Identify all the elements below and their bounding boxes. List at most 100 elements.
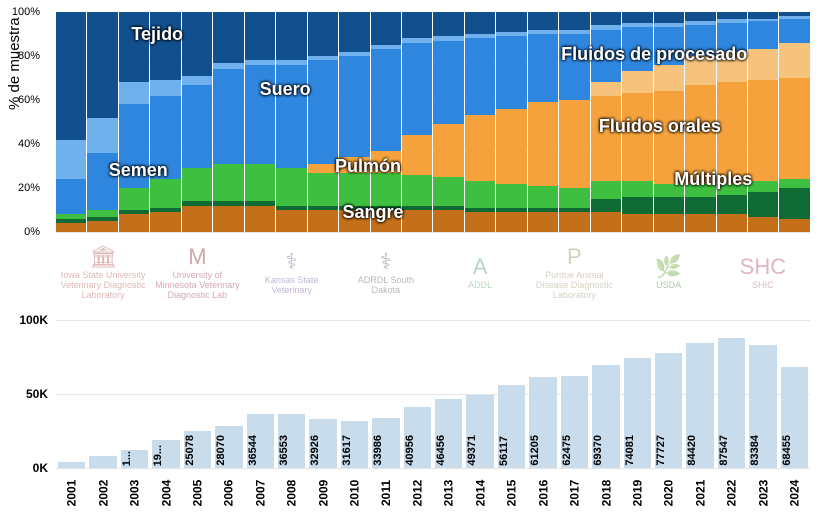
logo-caption: SHIC: [720, 281, 806, 291]
segment-sangre: [748, 217, 778, 232]
stacked-y-tick: 100%: [0, 6, 40, 18]
totals-x-label: 2017: [567, 480, 581, 507]
segment-pulmon: [528, 186, 558, 208]
totals-bar: 36544: [247, 414, 274, 468]
segment-suero: [654, 27, 684, 64]
totals-value-label: 40956: [404, 435, 416, 466]
totals-column: 250782005: [184, 320, 211, 468]
totals-y-tick: 0K: [0, 461, 48, 475]
totals-value-label: 19...: [152, 445, 164, 466]
segment-tejido: [119, 12, 149, 82]
segment-pulmon: [308, 173, 338, 206]
segment-tejido: [748, 12, 778, 19]
totals-x-label: 2006: [222, 480, 236, 507]
segment-suero: [591, 30, 621, 83]
totals-column: 409562012: [404, 320, 431, 468]
totals-x-label: 2013: [442, 480, 456, 507]
totals-bar: 25078: [184, 431, 211, 468]
totals-column: 2002: [89, 320, 116, 468]
totals-x-label: 2014: [473, 480, 487, 507]
segment-fluidos_procesado: [654, 65, 684, 91]
totals-value-label: 56117: [498, 436, 510, 466]
totals-bar: 87547: [718, 338, 745, 468]
org-logo: AADDL: [437, 255, 523, 291]
stacked-column: [56, 12, 86, 232]
segment-pulmon: [339, 173, 369, 206]
totals-bar: 19...: [152, 440, 179, 468]
segment-fluidos_orales: [559, 100, 589, 188]
stacked-column: [622, 12, 652, 232]
stacked-column: [496, 12, 526, 232]
stacked-column: [685, 12, 715, 232]
totals-value-label: 36544: [247, 435, 259, 466]
segment-pulmon: [717, 184, 747, 195]
totals-column: 365442007: [247, 320, 274, 468]
segment-suero: [779, 19, 809, 43]
segment-pulmon: [654, 184, 684, 197]
segment-pulmon: [748, 181, 778, 192]
totals-value-label: 74081: [624, 435, 636, 466]
totals-bar: 74081: [624, 358, 651, 468]
totals-bar: 84420: [686, 343, 713, 468]
segment-pulmon: [622, 181, 652, 196]
segment-sangre: [371, 210, 401, 232]
totals-bar: 33986: [372, 418, 399, 468]
totals-value-label: 46456: [435, 435, 447, 466]
stacked-column: [119, 12, 149, 232]
segment-suero: [622, 27, 652, 71]
segment-tejido: [559, 12, 589, 30]
segment-suero: [119, 104, 149, 188]
segment-fluidos_orales: [779, 78, 809, 179]
stacked-column: [182, 12, 212, 232]
totals-value-label: 68455: [781, 435, 793, 466]
segment-suero: [150, 96, 180, 180]
totals-bar: 31617: [341, 421, 368, 468]
totals-column: 561172015: [498, 320, 525, 468]
segment-fluidos_orales: [685, 85, 715, 184]
totals-column: 493712014: [466, 320, 493, 468]
totals-chart: 200120021...200319...2004250782005280702…: [56, 320, 810, 468]
segment-pulmon: [245, 164, 275, 201]
totals-value-label: 36553: [278, 435, 290, 466]
segment-pulmon: [87, 210, 117, 217]
totals-x-label: 2024: [787, 480, 801, 507]
stacked-column: [654, 12, 684, 232]
segment-multiples: [779, 188, 809, 219]
segment-tejido: [339, 12, 369, 52]
logo-caption: ADRDL South Dakota: [343, 276, 429, 296]
stacked-column: [528, 12, 558, 232]
segment-pulmon: [465, 181, 495, 207]
totals-bar: 68455: [781, 367, 808, 468]
segment-tejido: [245, 12, 275, 60]
totals-bar: 62475: [561, 376, 588, 468]
totals-value-label: 62475: [561, 435, 573, 466]
totals-column: 612052016: [529, 320, 556, 468]
totals-column: 365532008: [278, 320, 305, 468]
logo-caption: Kansas State Veterinary: [249, 276, 335, 296]
segment-fluidos_orales: [339, 157, 369, 172]
segment-semen: [56, 140, 86, 180]
segment-fluidos_orales: [433, 124, 463, 177]
segment-sangre: [87, 221, 117, 232]
segment-suero: [87, 153, 117, 210]
logo-glyph: ⚕: [343, 250, 429, 274]
segment-sangre: [308, 210, 338, 232]
totals-bar: 36553: [278, 414, 305, 468]
segment-suero: [559, 34, 589, 100]
segment-multiples: [654, 197, 684, 215]
totals-value-label: 69370: [592, 435, 604, 466]
segment-suero: [308, 60, 338, 163]
totals-column: 329262009: [309, 320, 336, 468]
stacked-column: [402, 12, 432, 232]
stacked-column: [559, 12, 589, 232]
totals-bar: 32926: [309, 419, 336, 468]
segment-suero: [371, 49, 401, 150]
segment-pulmon: [685, 184, 715, 197]
segment-sangre: [119, 214, 149, 232]
segment-fluidos_orales: [496, 109, 526, 184]
stacked-bars: [56, 12, 810, 232]
totals-x-label: 2021: [693, 480, 707, 507]
segment-suero: [433, 41, 463, 125]
segment-pulmon: [496, 184, 526, 208]
stacked-column: [339, 12, 369, 232]
